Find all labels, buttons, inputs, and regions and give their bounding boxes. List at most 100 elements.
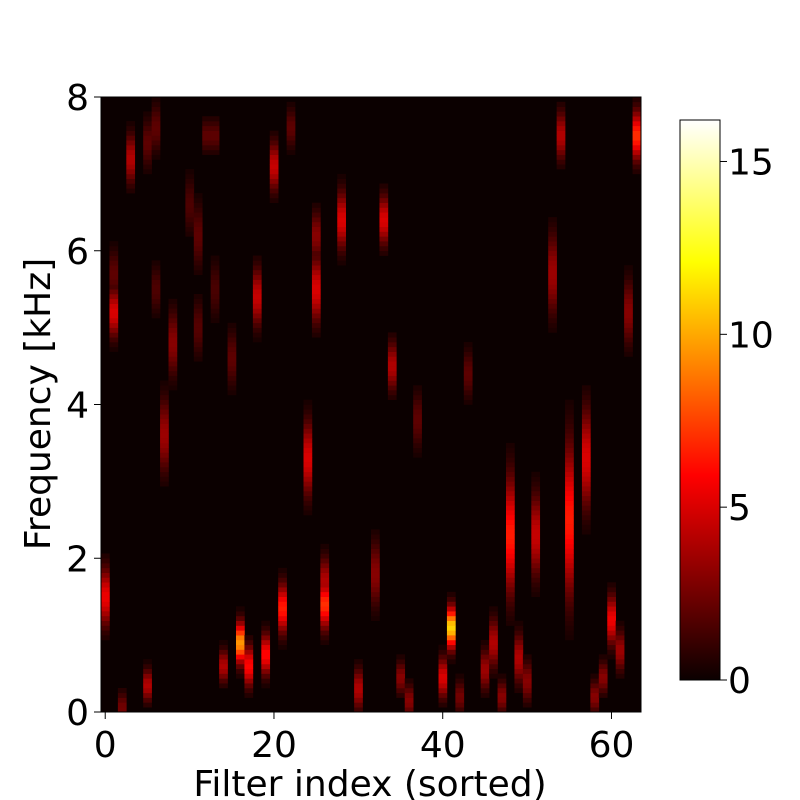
heatmap-cell [101, 568, 110, 573]
heatmap-cell [439, 698, 448, 703]
heatmap-cell [523, 683, 532, 688]
heatmap-cell [169, 342, 178, 347]
heatmap-cell [523, 654, 532, 659]
heatmap-cell [565, 553, 574, 558]
heatmap-cell [371, 544, 380, 549]
heatmap-cell [379, 241, 388, 246]
heatmap-cell [236, 664, 245, 669]
heatmap-cell [185, 222, 194, 227]
heatmap-cell [185, 232, 194, 237]
heatmap-cell [607, 645, 616, 650]
heatmap-cell [557, 116, 566, 121]
heatmap-cell [337, 212, 346, 217]
heatmap-cell [624, 347, 633, 352]
heatmap-cell [616, 630, 625, 635]
heatmap-cell [270, 183, 279, 188]
heatmap-cell [219, 669, 228, 674]
heatmap-cell [447, 592, 456, 597]
heatmap-cell [152, 155, 161, 160]
heatmap-cell [236, 635, 245, 640]
heatmap-cell [388, 385, 397, 390]
heatmap-cell [287, 135, 296, 140]
heatmap-cell [565, 414, 574, 419]
heatmap-cell [152, 107, 161, 112]
heatmap-cell [607, 640, 616, 645]
x-tick-label: 0 [94, 725, 117, 766]
heatmap-cell [633, 164, 642, 169]
heatmap-cell [633, 121, 642, 126]
heatmap-cell [270, 164, 279, 169]
heatmap-cell [143, 678, 152, 683]
heatmap-cell [202, 116, 211, 121]
heatmap-cell [489, 640, 498, 645]
heatmap-cell [219, 645, 228, 650]
heatmap-cell [557, 111, 566, 116]
heatmap-cell [464, 376, 473, 381]
heatmap-cell [126, 126, 135, 131]
heatmap-cell [633, 169, 642, 174]
heatmap-cell [481, 664, 490, 669]
heatmap-cell [244, 645, 253, 650]
heatmap-cell [194, 323, 203, 328]
heatmap-cell [185, 208, 194, 213]
heatmap-cell [160, 429, 169, 434]
heatmap-cell [439, 645, 448, 650]
heatmap-cell [557, 155, 566, 160]
heatmap-cell [304, 467, 313, 472]
heatmap-cell [371, 601, 380, 606]
heatmap-cell [531, 544, 540, 549]
heatmap-cell [557, 145, 566, 150]
heatmap-cell [548, 217, 557, 222]
heatmap-cell [101, 611, 110, 616]
heatmap-cell [126, 140, 135, 145]
heatmap-cell [143, 688, 152, 693]
heatmap-cell [565, 501, 574, 506]
heatmap-cell [464, 371, 473, 376]
heatmap-cell [565, 481, 574, 486]
heatmap-cell [514, 635, 523, 640]
heatmap-cell [464, 347, 473, 352]
heatmap-cell [565, 429, 574, 434]
heatmap-cell [211, 299, 220, 304]
heatmap-cell [439, 664, 448, 669]
heatmap-cell [278, 597, 287, 602]
heatmap-cell [194, 222, 203, 227]
heatmap-cell [143, 159, 152, 164]
heatmap-cell [312, 323, 321, 328]
heatmap-cell [489, 621, 498, 626]
heatmap-cell [531, 549, 540, 554]
heatmap-cell [498, 674, 507, 679]
heatmap-cell [320, 640, 329, 645]
heatmap-cell [498, 698, 507, 703]
heatmap-cell [143, 169, 152, 174]
heatmap-cell [531, 529, 540, 534]
heatmap-cell [531, 491, 540, 496]
heatmap-cell [101, 621, 110, 626]
heatmap-cell [624, 318, 633, 323]
heatmap-cell [219, 650, 228, 655]
heatmap-cell [548, 246, 557, 251]
heatmap-cell [101, 563, 110, 568]
heatmap-cell [304, 481, 313, 486]
heatmap-cell [320, 626, 329, 631]
heatmap-cell [481, 669, 490, 674]
heatmap-cell [312, 232, 321, 237]
heatmap-cell [261, 664, 270, 669]
heatmap-cell [228, 361, 237, 366]
heatmap-cell [523, 669, 532, 674]
heatmap-cell [481, 640, 490, 645]
heatmap-cell [371, 606, 380, 611]
heatmap-cell [565, 568, 574, 573]
heatmap-cell [312, 332, 321, 337]
heatmap-cell [287, 126, 296, 131]
heatmap-cell [304, 453, 313, 458]
heatmap-cell [565, 400, 574, 405]
heatmap-cell [396, 678, 405, 683]
heatmap-cell [228, 352, 237, 357]
heatmap-cell [607, 650, 616, 655]
heatmap-cell [143, 145, 152, 150]
heatmap-cell [523, 698, 532, 703]
heatmap-cell [253, 270, 262, 275]
heatmap-cell [211, 280, 220, 285]
heatmap-cell [464, 400, 473, 405]
